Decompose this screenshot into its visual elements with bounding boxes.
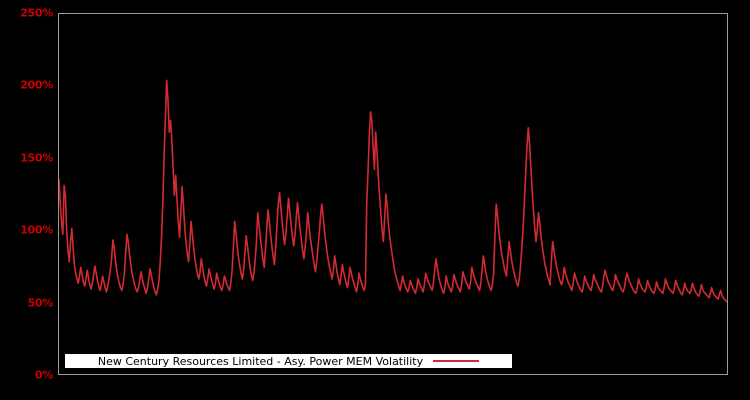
- y-axis: 0% 50% 100% 150% 200% 250%: [0, 0, 56, 400]
- chart-legend[interactable]: New Century Resources Limited - Asy. Pow…: [64, 353, 513, 369]
- series-line-chart: [59, 79, 727, 303]
- legend-color-swatch: [433, 360, 480, 362]
- y-tick-label: 250%: [20, 6, 53, 20]
- y-tick-label: 50%: [27, 296, 54, 310]
- y-tick-label: 200%: [20, 78, 53, 92]
- volatility-series-line: [59, 79, 727, 303]
- y-tick-label: 0%: [34, 368, 53, 382]
- y-tick-label: 150%: [20, 151, 53, 165]
- legend-series-label: New Century Resources Limited - Asy. Pow…: [97, 354, 424, 368]
- y-tick-label: 100%: [20, 223, 53, 237]
- plot-area: [58, 13, 728, 375]
